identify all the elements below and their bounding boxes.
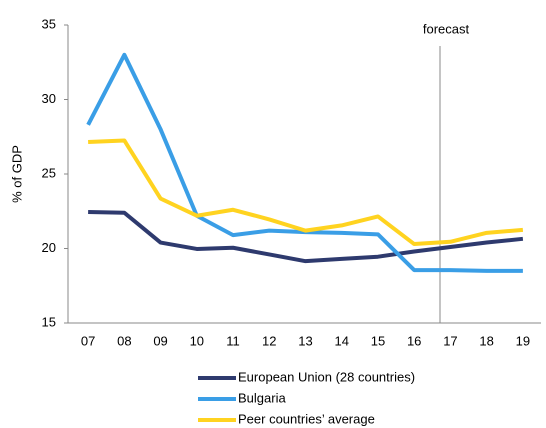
x-tick-label: 07 bbox=[81, 333, 95, 348]
x-tick-label: 11 bbox=[226, 333, 240, 348]
x-tick-label: 16 bbox=[407, 333, 421, 348]
y-tick-label: 25 bbox=[42, 165, 56, 180]
line-series bbox=[88, 138, 524, 247]
x-tick-label: 18 bbox=[479, 333, 493, 348]
y-axis-label: % of GDP bbox=[9, 145, 24, 203]
x-tick-label: 13 bbox=[298, 333, 312, 348]
forecast-label: forecast bbox=[423, 21, 470, 36]
x-tick-label: 08 bbox=[117, 333, 131, 348]
y-tick-label: 15 bbox=[42, 314, 56, 329]
y-tick-label: 30 bbox=[42, 91, 56, 106]
legend-label: European Union (28 countries) bbox=[238, 369, 415, 384]
x-tick-label: 09 bbox=[153, 333, 167, 348]
x-tick-label: 19 bbox=[516, 333, 530, 348]
x-tick-label: 15 bbox=[371, 333, 385, 348]
x-tick-label: 17 bbox=[443, 333, 457, 348]
x-tick-label: 10 bbox=[190, 333, 204, 348]
y-tick-label: 35 bbox=[42, 16, 56, 31]
line-series bbox=[88, 209, 524, 264]
x-tick-label: 12 bbox=[262, 333, 276, 348]
legend-label: Peer countries’ average bbox=[238, 411, 375, 426]
y-tick-label: 20 bbox=[42, 240, 56, 255]
legend-label: Bulgaria bbox=[238, 390, 286, 405]
x-tick-label: 14 bbox=[334, 333, 348, 348]
